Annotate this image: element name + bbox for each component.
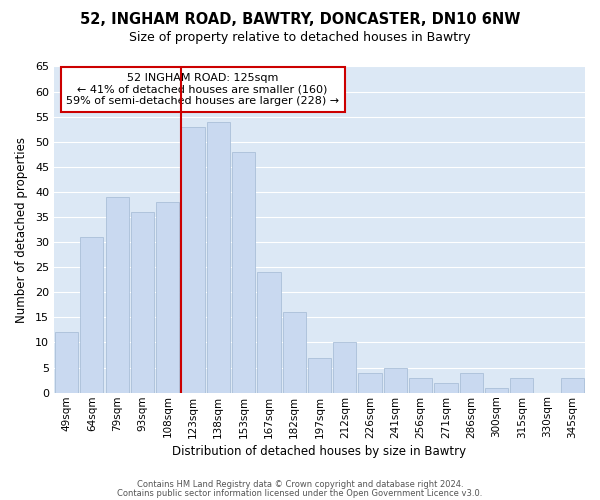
- Bar: [131, 212, 154, 392]
- Bar: [434, 382, 458, 392]
- Text: Contains public sector information licensed under the Open Government Licence v3: Contains public sector information licen…: [118, 488, 482, 498]
- Text: 52, INGHAM ROAD, BAWTRY, DONCASTER, DN10 6NW: 52, INGHAM ROAD, BAWTRY, DONCASTER, DN10…: [80, 12, 520, 28]
- Bar: [308, 358, 331, 392]
- X-axis label: Distribution of detached houses by size in Bawtry: Distribution of detached houses by size …: [172, 444, 467, 458]
- Text: Size of property relative to detached houses in Bawtry: Size of property relative to detached ho…: [129, 31, 471, 44]
- Bar: [55, 332, 78, 392]
- Bar: [283, 312, 306, 392]
- Bar: [409, 378, 432, 392]
- Text: 52 INGHAM ROAD: 125sqm  
← 41% of detached houses are smaller (160)
59% of semi-: 52 INGHAM ROAD: 125sqm ← 41% of detached…: [66, 73, 339, 106]
- Bar: [358, 372, 382, 392]
- Bar: [156, 202, 179, 392]
- Y-axis label: Number of detached properties: Number of detached properties: [15, 136, 28, 322]
- Bar: [80, 237, 103, 392]
- Bar: [460, 372, 483, 392]
- Bar: [181, 126, 205, 392]
- Bar: [232, 152, 255, 392]
- Bar: [561, 378, 584, 392]
- Bar: [333, 342, 356, 392]
- Bar: [257, 272, 281, 392]
- Bar: [106, 197, 129, 392]
- Bar: [383, 368, 407, 392]
- Text: Contains HM Land Registry data © Crown copyright and database right 2024.: Contains HM Land Registry data © Crown c…: [137, 480, 463, 489]
- Bar: [510, 378, 533, 392]
- Bar: [206, 122, 230, 392]
- Bar: [485, 388, 508, 392]
